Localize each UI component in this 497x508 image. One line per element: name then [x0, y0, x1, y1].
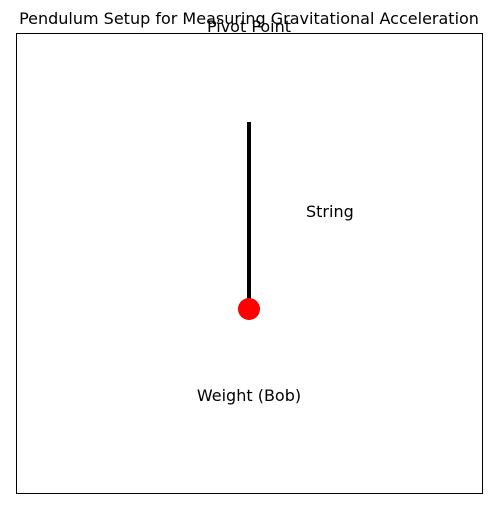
pivot-point-label: Pivot Point — [207, 17, 291, 36]
string-label: String — [306, 202, 354, 221]
pendulum-bob — [238, 298, 260, 320]
diagram-title: Pendulum Setup for Measuring Gravitation… — [19, 9, 479, 28]
bob-label: Weight (Bob) — [197, 386, 301, 405]
